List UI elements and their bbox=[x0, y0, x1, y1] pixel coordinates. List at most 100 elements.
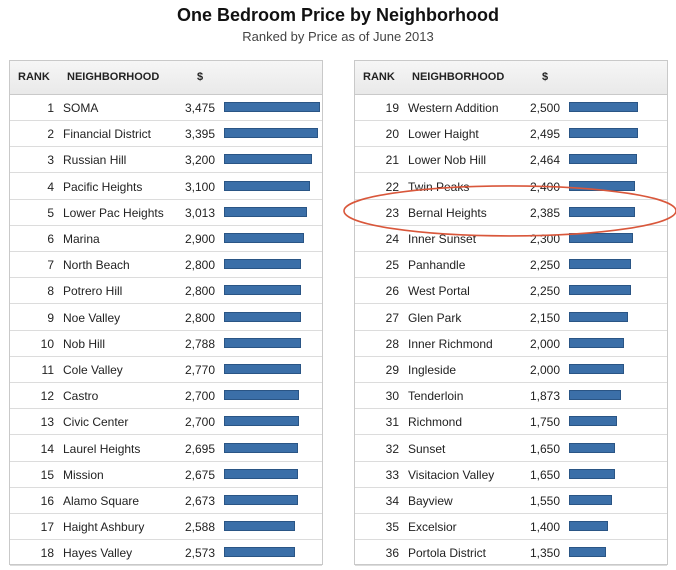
price-bar bbox=[569, 416, 618, 427]
rank-label: 24 bbox=[385, 232, 399, 246]
neighborhood-label: Financial District bbox=[63, 127, 152, 142]
neighborhood-label: Bernal Heights bbox=[408, 205, 487, 220]
neighborhood-label: Ingleside bbox=[408, 363, 457, 377]
price-label: 3,395 bbox=[185, 127, 216, 142]
rank-label: 13 bbox=[40, 415, 54, 430]
table-row: 25 Panhandle 2,250 bbox=[355, 252, 667, 279]
table-row: 14 Laurel Heights 2,695 bbox=[10, 436, 322, 462]
price-label: 2,385 bbox=[530, 205, 561, 220]
price-bar bbox=[224, 521, 296, 532]
rank-column-header: RANK bbox=[18, 71, 50, 83]
table-row: 28 Inner Richmond 2,000 bbox=[355, 331, 667, 357]
price-bar bbox=[569, 259, 632, 270]
neighborhood-label: Visitacion Valley bbox=[408, 467, 495, 482]
table-row: 4 Pacific Heights 3,100 bbox=[10, 174, 322, 200]
neighborhood-label: Portola District bbox=[408, 546, 487, 561]
neighborhood-label: Bayview bbox=[408, 494, 453, 508]
neighborhood-label: SOMA bbox=[63, 101, 99, 115]
neighborhood-label: Civic Center bbox=[63, 415, 129, 430]
table-row: 12 Castro 2,700 bbox=[10, 383, 322, 410]
price-bar bbox=[569, 547, 607, 558]
price-column-header: $ bbox=[197, 71, 204, 83]
price-label: 2,464 bbox=[530, 153, 561, 168]
neighborhood-label: Potrero Hill bbox=[63, 284, 123, 299]
price-bar bbox=[569, 442, 615, 453]
neighborhood-label: Twin Peaks bbox=[408, 179, 470, 194]
rank-label: 31 bbox=[385, 415, 399, 430]
table-header-right: RANK NEIGHBORHOOD $ bbox=[355, 61, 667, 95]
price-label: 3,475 bbox=[185, 101, 216, 115]
table-row: 13 Civic Center 2,700 bbox=[10, 409, 322, 436]
table-row: 9 Noe Valley 2,800 bbox=[10, 305, 322, 331]
table-row: 3 Russian Hill 3,200 bbox=[10, 147, 322, 174]
neighborhood-label: Excelsior bbox=[408, 520, 457, 535]
table-row: 17 Haight Ashbury 2,588 bbox=[10, 514, 322, 541]
neighborhood-label: Noe Valley bbox=[63, 310, 121, 325]
neighborhood-column-header: NEIGHBORHOOD bbox=[412, 71, 505, 83]
price-label: 1,650 bbox=[530, 441, 561, 456]
price-label: 2,770 bbox=[185, 363, 216, 377]
rank-label: 6 bbox=[47, 232, 54, 246]
rank-label: 26 bbox=[385, 284, 399, 299]
neighborhood-label: Inner Richmond bbox=[408, 336, 493, 351]
table-panel-right: RANK NEIGHBORHOOD $ 19 Western Addition 2,… bbox=[354, 60, 668, 567]
price-bar bbox=[224, 442, 299, 453]
table-row: 24 Inner Sunset 2,300 bbox=[355, 226, 667, 252]
price-label: 3,200 bbox=[185, 153, 216, 168]
table-row: 18 Hayes Valley 2,573 bbox=[10, 540, 322, 567]
price-label: 2,800 bbox=[185, 258, 216, 273]
price-label: 2,000 bbox=[530, 336, 561, 351]
neighborhood-label: Laurel Heights bbox=[63, 441, 141, 456]
price-bar bbox=[224, 233, 305, 243]
price-bar bbox=[569, 128, 638, 139]
price-bar bbox=[224, 180, 310, 191]
price-bar bbox=[569, 495, 612, 505]
rank-label: 19 bbox=[385, 101, 399, 115]
neighborhood-label: Castro bbox=[63, 389, 99, 404]
price-label: 2,500 bbox=[530, 101, 561, 115]
neighborhood-label: Lower Nob Hill bbox=[408, 153, 487, 168]
table-row: 29 Ingleside 2,000 bbox=[355, 357, 667, 383]
table-row: 1 SOMA 3,475 bbox=[10, 95, 322, 121]
price-label: 2,573 bbox=[185, 546, 216, 561]
price-label: 2,250 bbox=[530, 258, 561, 273]
neighborhood-label: North Beach bbox=[63, 258, 130, 273]
rank-label: 28 bbox=[385, 336, 399, 351]
price-bar bbox=[569, 468, 615, 479]
price-bar bbox=[569, 390, 621, 401]
table-row: 31 Richmond 1,750 bbox=[355, 409, 667, 436]
neighborhood-label: Haight Ashbury bbox=[63, 520, 145, 535]
table-row: 35 Excelsior 1,400 bbox=[355, 514, 667, 541]
rank-label: 1 bbox=[47, 101, 54, 115]
chart-title: One Bedroom Price by Neighborhood bbox=[176, 5, 500, 25]
price-bar bbox=[224, 311, 302, 322]
rank-label: 21 bbox=[385, 153, 399, 168]
price-bar bbox=[224, 206, 308, 217]
rank-label: 16 bbox=[40, 494, 54, 508]
table-row: 6 Marina 2,900 bbox=[10, 226, 322, 252]
table-row: 32 Sunset 1,650 bbox=[355, 436, 667, 462]
table-row: 26 West Portal 2,250 bbox=[355, 278, 667, 305]
neighborhood-label: Richmond bbox=[408, 415, 463, 430]
rank-column-header: RANK bbox=[363, 71, 395, 83]
neighborhood-label: Tenderloin bbox=[408, 389, 464, 404]
table-row: 19 Western Addition 2,500 bbox=[355, 95, 667, 121]
price-label: 1,350 bbox=[530, 546, 561, 561]
rank-label: 35 bbox=[385, 520, 399, 535]
neighborhood-label: Russian Hill bbox=[63, 153, 127, 168]
price-bar bbox=[224, 285, 302, 296]
price-label: 2,800 bbox=[185, 284, 216, 299]
neighborhood-label: Panhandle bbox=[408, 258, 466, 273]
rank-label: 11 bbox=[41, 363, 54, 377]
table-row: 20 Lower Haight 2,495 bbox=[355, 121, 667, 148]
rank-label: 9 bbox=[47, 310, 54, 325]
table-row: 34 Bayview 1,550 bbox=[355, 488, 667, 514]
table-row: 27 Glen Park 2,150 bbox=[355, 305, 667, 331]
price-label: 2,700 bbox=[185, 389, 216, 404]
rank-label: 34 bbox=[385, 494, 399, 508]
price-bar bbox=[224, 102, 320, 112]
price-bar bbox=[224, 364, 301, 374]
rank-label: 33 bbox=[385, 467, 399, 482]
rank-label: 27 bbox=[385, 310, 399, 325]
price-label: 2,495 bbox=[530, 127, 561, 142]
